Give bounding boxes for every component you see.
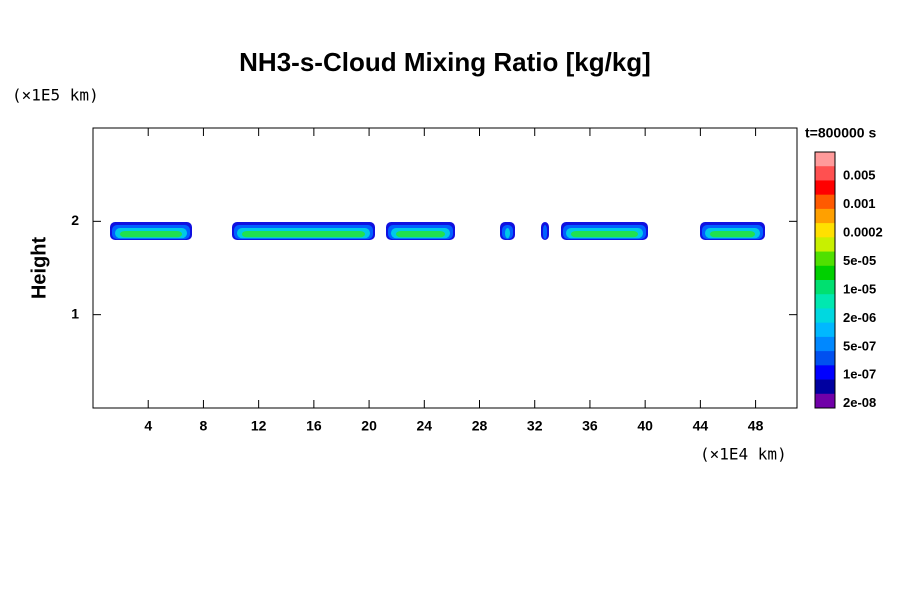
time-label: t=800000 s <box>805 125 876 141</box>
x-tick-label: 12 <box>251 418 267 434</box>
y-tick-label: 2 <box>71 212 79 228</box>
x-tick-label: 8 <box>200 418 208 434</box>
y-tick-label: 1 <box>71 305 79 321</box>
colorbar-swatch <box>815 180 835 196</box>
x-tick-label: 44 <box>693 418 709 434</box>
colorbar-swatch <box>815 223 835 238</box>
x-tick-label: 32 <box>527 418 543 434</box>
colorbar-swatch <box>815 265 835 281</box>
colorbar-swatch <box>815 280 835 295</box>
cloud <box>505 228 510 239</box>
colorbar-swatch <box>815 308 835 324</box>
x-unit: (×1E4 km) <box>700 445 787 464</box>
y-unit: (×1E5 km) <box>12 86 99 105</box>
colorbar-swatch <box>815 351 835 366</box>
cloud-field <box>110 222 765 240</box>
cloud <box>710 231 755 238</box>
colorbar-swatch <box>815 251 835 267</box>
colorbar-swatch <box>815 393 835 409</box>
colorbar-label: 2e-06 <box>843 310 876 325</box>
colorbar-label: 2e-08 <box>843 395 876 410</box>
colorbar-swatch <box>815 365 835 381</box>
x-tick-label: 20 <box>361 418 377 434</box>
colorbar-frame <box>814 151 836 409</box>
y-axis-label: Height <box>28 237 50 300</box>
x-tick-label: 24 <box>417 418 433 434</box>
colorbar-label: 0.001 <box>843 196 876 211</box>
colorbar-swatch <box>815 294 835 309</box>
plot-frame <box>92 127 798 409</box>
cloud <box>543 225 547 240</box>
cloud <box>571 231 638 238</box>
x-tick-label: 36 <box>582 418 598 434</box>
colorbar-label: 5e-05 <box>843 253 876 268</box>
x-tick-label: 48 <box>748 418 764 434</box>
colorbar-swatch <box>815 208 835 224</box>
colorbar-swatch <box>815 152 835 167</box>
colorbar-label: 0.005 <box>843 168 876 183</box>
x-tick-label: 4 <box>144 418 152 434</box>
colorbar-swatch <box>815 194 835 210</box>
cloud <box>242 231 365 238</box>
colorbar-label: 1e-07 <box>843 367 876 382</box>
colorbar: 0.005 0.001 0.0002 5e-05 1e-05 2e-06 5e-07 1e-0… <box>814 151 883 410</box>
chart-title: NH3-s-Cloud Mixing Ratio [kg/kg] <box>239 47 651 77</box>
x-tick-label: 28 <box>472 418 488 434</box>
cloud <box>396 231 445 238</box>
x-tick-label: 40 <box>637 418 653 434</box>
colorbar-label: 5e-07 <box>843 338 876 353</box>
colorbar-swatch <box>815 237 835 253</box>
colorbar-swatch <box>815 379 835 395</box>
colorbar-swatch <box>815 322 835 338</box>
colorbar-swatch <box>815 336 835 352</box>
x-tick-label: 16 <box>306 418 322 434</box>
colorbar-label: 1e-05 <box>843 281 876 296</box>
colorbar-swatch <box>815 166 835 181</box>
cloud <box>120 231 182 238</box>
colorbar-label: 0.0002 <box>843 225 883 240</box>
